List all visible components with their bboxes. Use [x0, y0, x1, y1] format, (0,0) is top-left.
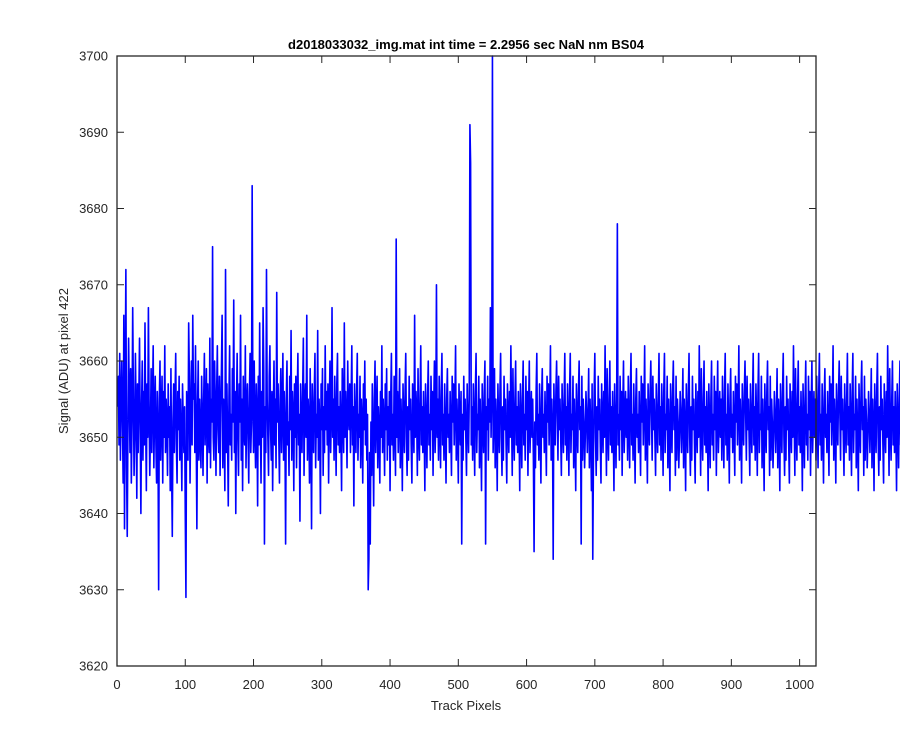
x-tick-label-4: 400: [379, 677, 401, 692]
y-tick-label-0: 3620: [79, 659, 108, 674]
x-tick-label-6: 600: [516, 677, 538, 692]
ticks-group: 0 100 200 300 400 500 600 700 800 900 1000 3620 3630…: [79, 49, 816, 692]
y-axis-label: Signal (ADU) at pixel 422: [56, 288, 71, 434]
series-line-0: [116, 55, 900, 599]
y-tick-label-3: 3650: [79, 430, 108, 445]
x-axis-label: Track Pixels: [431, 698, 502, 713]
y-tick-label-1: 3630: [79, 582, 108, 597]
y-tick-label-8: 3700: [79, 49, 108, 64]
x-tick-label-2: 200: [243, 677, 265, 692]
x-tick-label-9: 900: [721, 677, 743, 692]
chart-title: d2018033032_img.mat int time = 2.2956 se…: [288, 37, 645, 52]
series-group: [116, 55, 900, 599]
y-tick-label-5: 3670: [79, 277, 108, 292]
y-tick-label-2: 3640: [79, 506, 108, 521]
x-tick-label-1: 100: [174, 677, 196, 692]
x-tick-label-0: 0: [113, 677, 120, 692]
x-tick-label-7: 700: [584, 677, 606, 692]
y-tick-label-6: 3680: [79, 201, 108, 216]
plot-frame: [116, 55, 817, 667]
x-tick-label-5: 500: [447, 677, 469, 692]
x-tick-label-3: 300: [311, 677, 333, 692]
x-tick-label-8: 800: [652, 677, 674, 692]
x-tick-label-10: 1000: [785, 677, 814, 692]
y-tick-label-4: 3660: [79, 354, 108, 369]
y-tick-label-7: 3690: [79, 125, 108, 140]
